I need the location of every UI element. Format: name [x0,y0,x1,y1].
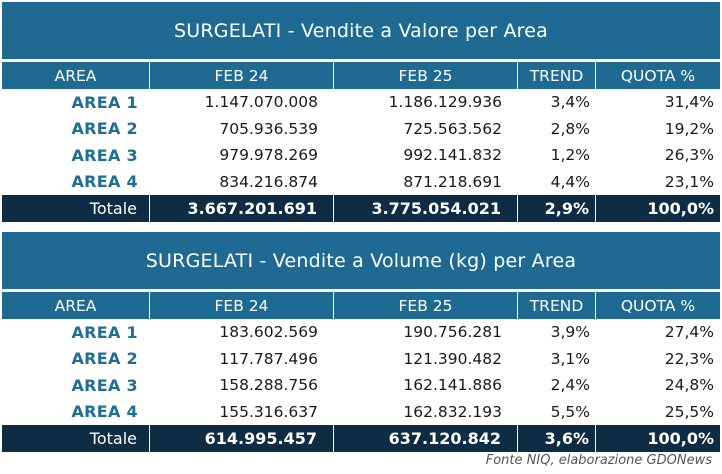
volume-sales-table: SURGELATI - Vendite a Volume (kg) per Ar… [2,232,720,452]
quota-value: 23,1% [664,172,714,191]
table-row: AREA 1 1.147.070.008 1.186.129.936 3,4% … [2,89,720,116]
feb24-value: 705.936.539 [219,119,318,138]
header-feb25: FEB 25 [334,292,518,319]
feb24-value: 834.216.874 [219,172,318,191]
area-label: AREA 3 [71,375,138,395]
source-caption: Fonte NIQ, elaborazione GDONews [485,453,712,468]
header-quota: QUOTA % [596,62,720,89]
quota-value: 31,4% [664,93,714,112]
feb24-value: 979.978.269 [219,146,318,165]
value-sales-table: SURGELATI - Vendite a Valore per Area AR… [2,2,720,222]
feb24-value: 158.288.756 [219,376,318,395]
area-label: AREA 3 [71,145,138,165]
area-label: AREA 2 [71,349,138,369]
feb25-value: 871.218.691 [403,172,502,191]
table-row: AREA 2 117.787.496 121.390.482 3,1% 22,3… [2,346,720,373]
table-header-row: AREA FEB 24 FEB 25 TREND QUOTA % [2,62,720,89]
trend-value: 3,1% [550,349,590,368]
feb25-value: 1.186.129.936 [388,93,502,112]
total-label: Totale [2,195,150,222]
total-feb24: 614.995.457 [150,425,334,452]
table-title: SURGELATI - Vendite a Valore per Area [2,2,720,59]
quota-value: 19,2% [664,119,714,138]
feb24-value: 155.316.637 [219,402,318,421]
feb25-value: 190.756.281 [403,323,502,342]
trend-value: 3,9% [550,323,590,342]
feb25-value: 992.141.832 [403,146,502,165]
header-feb24: FEB 24 [150,62,334,89]
quota-value: 25,5% [664,402,714,421]
area-label: AREA 2 [71,119,138,139]
header-trend: TREND [518,292,596,319]
header-trend: TREND [518,62,596,89]
feb24-value: 1.147.070.008 [204,93,318,112]
table-row: AREA 4 834.216.874 871.218.691 4,4% 23,1… [2,169,720,196]
area-label: AREA 1 [71,92,138,112]
header-feb25: FEB 25 [334,62,518,89]
area-label: AREA 4 [71,402,138,422]
total-trend: 2,9% [518,195,596,222]
table-row: AREA 1 183.602.569 190.756.281 3,9% 27,4… [2,319,720,346]
trend-value: 1,2% [550,146,590,165]
trend-value: 5,5% [550,402,590,421]
feb24-value: 183.602.569 [219,323,318,342]
quota-value: 22,3% [664,349,714,368]
total-feb25: 637.120.842 [334,425,518,452]
table-row: AREA 2 705.936.539 725.563.562 2,8% 19,2… [2,116,720,143]
trend-value: 4,4% [550,172,590,191]
table-row: AREA 4 155.316.637 162.832.193 5,5% 25,5… [2,399,720,426]
total-row: Totale 614.995.457 637.120.842 3,6% 100,… [2,425,720,452]
total-row: Totale 3.667.201.691 3.775.054.021 2,9% … [2,195,720,222]
feb24-value: 117.787.496 [219,349,318,368]
table-row: AREA 3 158.288.756 162.141.886 2,4% 24,8… [2,372,720,399]
feb25-value: 725.563.562 [403,119,502,138]
table-title: SURGELATI - Vendite a Volume (kg) per Ar… [2,232,720,289]
quota-value: 27,4% [664,323,714,342]
total-feb25: 3.775.054.021 [334,195,518,222]
total-trend: 3,6% [518,425,596,452]
trend-value: 3,4% [550,93,590,112]
header-quota: QUOTA % [596,292,720,319]
table-row: AREA 3 979.978.269 992.141.832 1,2% 26,3… [2,142,720,169]
quota-value: 26,3% [664,146,714,165]
trend-value: 2,4% [550,376,590,395]
feb25-value: 121.390.482 [403,349,502,368]
table-header-row: AREA FEB 24 FEB 25 TREND QUOTA % [2,292,720,319]
header-area: AREA [2,62,150,89]
total-quota: 100,0% [596,195,720,222]
quota-value: 24,8% [664,376,714,395]
total-feb24: 3.667.201.691 [150,195,334,222]
header-area: AREA [2,292,150,319]
feb25-value: 162.141.886 [403,376,502,395]
total-quota: 100,0% [596,425,720,452]
total-label: Totale [2,425,150,452]
feb25-value: 162.832.193 [403,402,502,421]
area-label: AREA 1 [71,322,138,342]
area-label: AREA 4 [71,172,138,192]
header-feb24: FEB 24 [150,292,334,319]
trend-value: 2,8% [550,119,590,138]
